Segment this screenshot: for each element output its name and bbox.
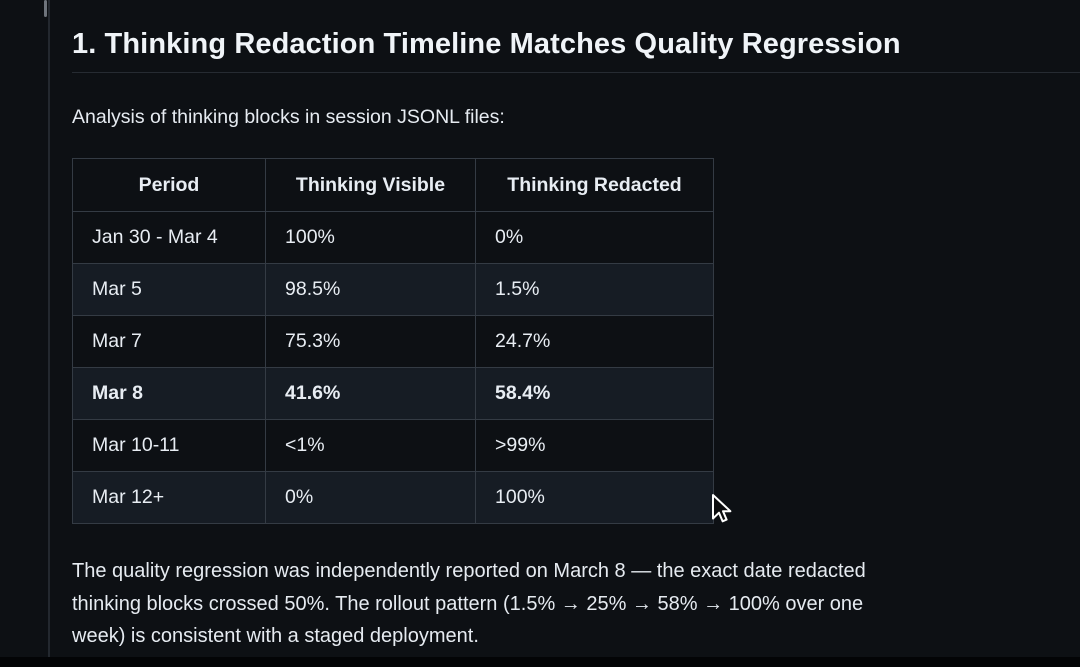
cell-period: Mar 8: [72, 367, 266, 420]
cell-visible: 41.6%: [265, 367, 476, 420]
column-header-thinking-visible: Thinking Visible: [265, 158, 476, 212]
table-header-row: Period Thinking Visible Thinking Redacte…: [72, 158, 714, 212]
column-header-thinking-redacted: Thinking Redacted: [475, 158, 714, 212]
cell-period: Mar 5: [72, 263, 266, 316]
page-title: 1. Thinking Redaction Timeline Matches Q…: [72, 26, 1080, 73]
bottom-edge-bar: [0, 657, 1080, 667]
table-row: Mar 8 41.6% 58.4%: [72, 367, 714, 420]
left-gutter-divider: [48, 0, 50, 667]
table-row: Mar 5 98.5% 1.5%: [72, 263, 714, 316]
cell-visible: 0%: [265, 471, 476, 524]
cell-period: Mar 12+: [72, 471, 266, 524]
cell-period: Mar 7: [72, 315, 266, 368]
table-row: Jan 30 - Mar 4 100% 0%: [72, 211, 714, 264]
cell-redacted: 0%: [475, 211, 714, 264]
cell-redacted: >99%: [475, 419, 714, 472]
footer-paragraph: The quality regression was independently…: [72, 560, 866, 647]
document-content: 1. Thinking Redaction Timeline Matches Q…: [72, 0, 1080, 653]
cell-visible: <1%: [265, 419, 476, 472]
cell-visible: 100%: [265, 211, 476, 264]
cell-period: Jan 30 - Mar 4: [72, 211, 266, 264]
thinking-redaction-table: Period Thinking Visible Thinking Redacte…: [72, 158, 714, 524]
table-row: Mar 10-11 <1% >99%: [72, 419, 714, 472]
column-header-period: Period: [72, 158, 266, 212]
cell-redacted: 100%: [475, 471, 714, 524]
table-row: Mar 12+ 0% 100%: [72, 471, 714, 524]
scrollbar-thumb[interactable]: [44, 0, 47, 17]
table-row: Mar 7 75.3% 24.7%: [72, 315, 714, 368]
cell-redacted: 58.4%: [475, 367, 714, 420]
cell-period: Mar 10-11: [72, 419, 266, 472]
cell-visible: 98.5%: [265, 263, 476, 316]
cell-visible: 75.3%: [265, 315, 476, 368]
intro-paragraph: Analysis of thinking blocks in session J…: [72, 106, 505, 128]
cell-redacted: 1.5%: [475, 263, 714, 316]
cell-redacted: 24.7%: [475, 315, 714, 368]
